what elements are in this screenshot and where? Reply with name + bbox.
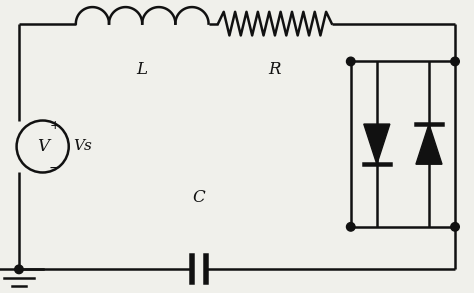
Circle shape [451, 223, 459, 231]
Polygon shape [416, 124, 442, 164]
Polygon shape [364, 124, 390, 164]
Text: V: V [36, 138, 49, 155]
Circle shape [15, 265, 23, 274]
Circle shape [346, 57, 355, 66]
Text: +: + [49, 119, 60, 132]
Text: L: L [137, 62, 148, 79]
Text: C: C [193, 189, 205, 206]
Text: Vs: Vs [73, 139, 92, 154]
Text: −: − [49, 161, 60, 175]
Circle shape [451, 57, 459, 66]
Circle shape [346, 223, 355, 231]
Text: R: R [269, 62, 281, 79]
